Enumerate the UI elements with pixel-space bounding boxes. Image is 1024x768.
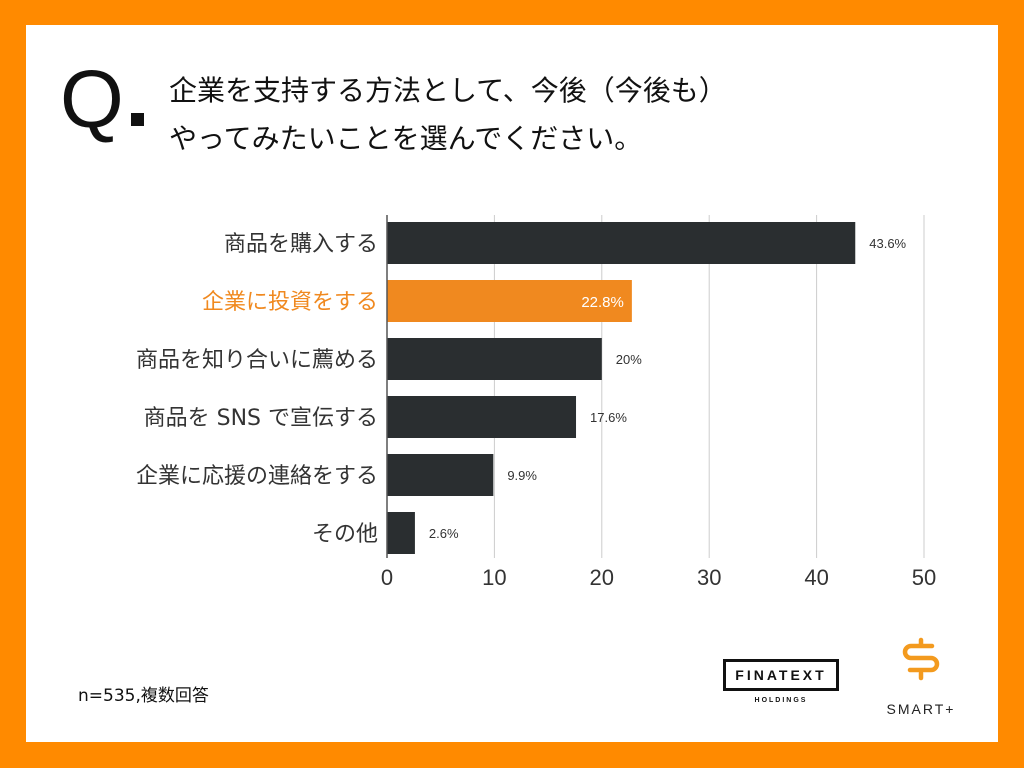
question-text: 企業を支持する方法として、今後（今後も） やってみたいことを選んでください。 [169, 67, 727, 163]
question-line-2: やってみたいことを選んでください。 [169, 122, 643, 155]
category-label: 商品を SNS で宣伝する [144, 406, 378, 431]
bar [387, 454, 494, 496]
value-label: 17.6% [590, 410, 627, 425]
finatext-logo: FINATEXT HOLDINGS [723, 659, 839, 711]
category-label: 企業に投資をする [202, 290, 378, 315]
sample-size-note: n=535,複数回答 [78, 686, 209, 706]
bar [387, 396, 577, 438]
category-label: 商品を知り合いに薦める [136, 348, 378, 373]
bar-chart: 0 10 20 30 40 50 商品を購入する 43.6% 企業に投資をする 22.8% 商品を知… [136, 215, 936, 590]
finatext-logo-subtext: HOLDINGS [754, 697, 808, 704]
finatext-logo-text: FINATEXT [723, 659, 839, 691]
x-tick-label: 10 [482, 565, 506, 590]
bar [387, 512, 415, 554]
bar [387, 280, 632, 322]
value-label: 2.6% [429, 526, 459, 541]
x-tick-label: 50 [912, 565, 936, 590]
value-label: 22.8% [581, 294, 624, 311]
x-tick-label: 40 [804, 565, 828, 590]
x-tick-label: 20 [590, 565, 614, 590]
bar [387, 338, 602, 380]
question-line-1: 企業を支持する方法として、今後（今後も） [169, 74, 727, 107]
value-label: 43.6% [869, 236, 906, 251]
smart-logo-text: SMART+ [886, 701, 956, 717]
x-tick-label: 0 [381, 565, 393, 590]
bar [387, 222, 856, 264]
question-mark-dot [131, 113, 144, 126]
value-label: 9.9% [507, 468, 537, 483]
category-label: その他 [312, 522, 378, 547]
smart-logo-icon [902, 637, 940, 681]
slide-card: Q 企業を支持する方法として、今後（今後も） やってみたいことを選んでください。… [26, 25, 998, 742]
value-label: 20% [616, 352, 642, 367]
category-label: 企業に応援の連絡をする [136, 464, 378, 489]
x-tick-label: 30 [697, 565, 721, 590]
category-label: 商品を購入する [224, 232, 378, 257]
question-mark: Q [60, 54, 124, 145]
